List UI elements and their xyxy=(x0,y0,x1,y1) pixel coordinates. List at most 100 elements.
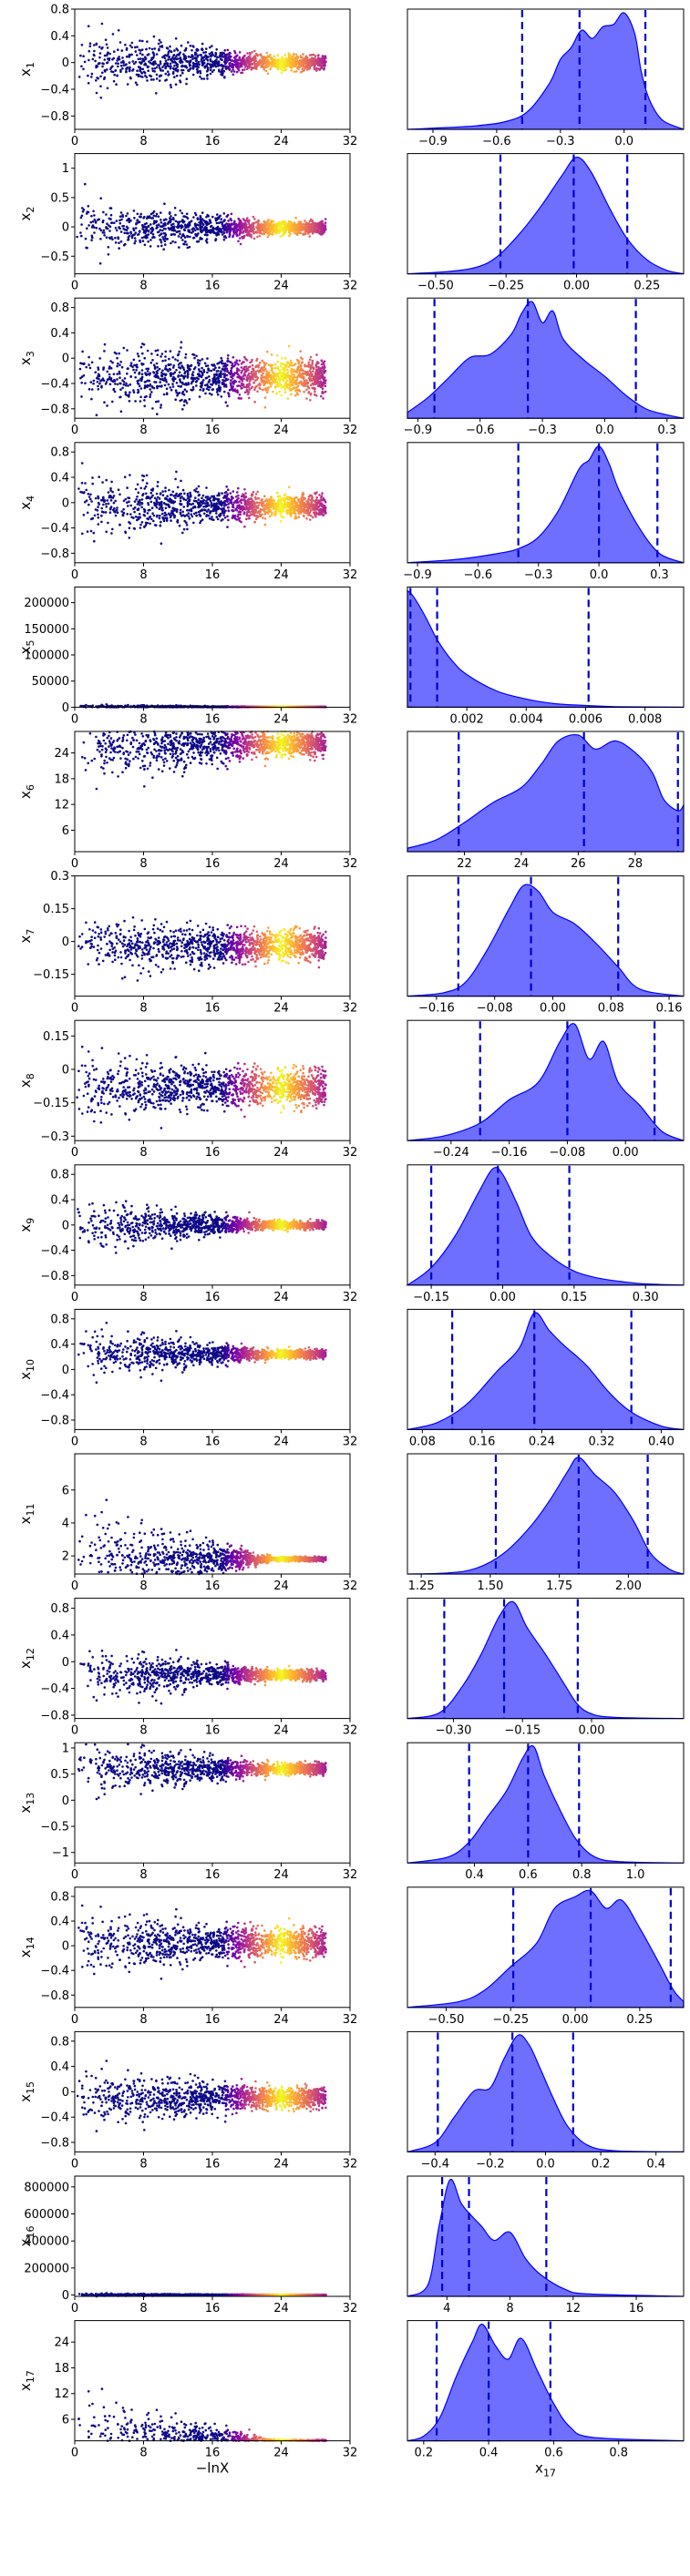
trace-point xyxy=(227,392,230,394)
trace-point xyxy=(114,62,118,65)
trace-point xyxy=(170,50,173,54)
trace-point xyxy=(105,478,108,482)
trace-point xyxy=(206,383,209,386)
trace-point xyxy=(140,48,144,51)
trace-point xyxy=(128,400,131,403)
trace-point xyxy=(139,39,141,42)
trace-point xyxy=(174,358,177,361)
trace-point xyxy=(125,70,128,74)
trace-point xyxy=(114,383,117,385)
trace-point xyxy=(118,352,120,355)
trace-point xyxy=(323,505,326,507)
trace-point xyxy=(163,383,167,387)
trace-point xyxy=(90,76,93,78)
trace-point xyxy=(321,225,324,228)
trace-point xyxy=(234,222,238,226)
trace-point xyxy=(230,219,233,222)
trace-point xyxy=(167,65,170,68)
trace-point xyxy=(242,368,246,371)
trace-point xyxy=(206,501,210,505)
trace-point xyxy=(108,373,111,376)
trace-point xyxy=(108,57,111,60)
trace-point xyxy=(155,492,159,496)
trace-point xyxy=(151,359,154,362)
trace-point xyxy=(273,372,276,375)
trace-point xyxy=(308,223,312,226)
trace-point xyxy=(248,516,251,520)
trace-point xyxy=(315,353,318,356)
trace-point xyxy=(201,56,204,59)
trace-point xyxy=(143,386,147,390)
trace-point xyxy=(245,233,249,237)
trace-point xyxy=(199,69,201,73)
trace-point xyxy=(126,212,129,215)
trace-point xyxy=(253,388,256,392)
trace-point xyxy=(215,221,219,225)
trace-point xyxy=(216,363,219,365)
trace-point xyxy=(124,228,127,231)
trace-point xyxy=(164,506,168,510)
trace-point xyxy=(282,367,284,370)
trace-point xyxy=(279,235,283,238)
trace-point xyxy=(85,365,88,369)
trace-point xyxy=(118,247,120,250)
trace-point xyxy=(295,378,299,382)
trace-point xyxy=(300,383,304,386)
trace-point xyxy=(236,66,240,69)
trace-point xyxy=(186,235,190,239)
trace-point xyxy=(192,512,196,516)
trace-point xyxy=(189,64,191,66)
trace-point xyxy=(317,61,321,65)
trace-point xyxy=(141,39,144,43)
trace-point xyxy=(286,397,290,400)
trace-point xyxy=(163,511,167,515)
trace-point xyxy=(269,373,273,376)
trace-point xyxy=(305,379,308,382)
trace-ytick-label: −0.4 xyxy=(40,84,69,97)
trace-point xyxy=(195,354,198,358)
trace-point xyxy=(150,517,153,521)
trace-point xyxy=(167,70,170,73)
trace-point xyxy=(276,54,280,57)
trace-point xyxy=(228,51,232,55)
trace-point xyxy=(128,526,131,529)
trace-point xyxy=(310,514,313,517)
trace-point xyxy=(160,374,163,378)
trace-point xyxy=(314,394,318,397)
trace-point xyxy=(170,86,172,89)
trace-point xyxy=(100,379,103,382)
trace-point xyxy=(311,359,314,363)
trace-point xyxy=(225,486,228,488)
trace-point xyxy=(153,47,157,50)
trace-point xyxy=(197,224,200,227)
trace-point xyxy=(158,64,160,67)
trace-point xyxy=(97,513,99,516)
trace-point xyxy=(179,502,181,506)
trace-point xyxy=(139,66,141,69)
trace-xtick-label: 0 xyxy=(71,135,78,148)
trace-point xyxy=(270,220,273,223)
trace-point xyxy=(152,214,156,218)
trace-point xyxy=(323,229,326,232)
trace-point xyxy=(146,370,149,373)
trace-point xyxy=(110,480,113,484)
trace-point xyxy=(191,231,193,234)
trace-point xyxy=(191,373,195,377)
trace-point xyxy=(146,383,149,387)
trace-point xyxy=(228,56,231,58)
trace-point xyxy=(185,390,189,394)
trace-point xyxy=(120,365,124,369)
trace-point xyxy=(195,384,198,387)
trace-point xyxy=(233,361,237,364)
trace-point xyxy=(292,378,295,381)
trace-point xyxy=(104,38,108,41)
trace-point xyxy=(198,362,201,365)
trace-point xyxy=(239,228,242,230)
trace-point xyxy=(165,218,168,221)
trace-point xyxy=(194,496,197,499)
trace-point xyxy=(297,220,301,223)
trace-point xyxy=(158,79,161,82)
trace-point xyxy=(91,482,94,486)
trace-points-2 xyxy=(76,182,327,265)
trace-point xyxy=(190,382,193,385)
